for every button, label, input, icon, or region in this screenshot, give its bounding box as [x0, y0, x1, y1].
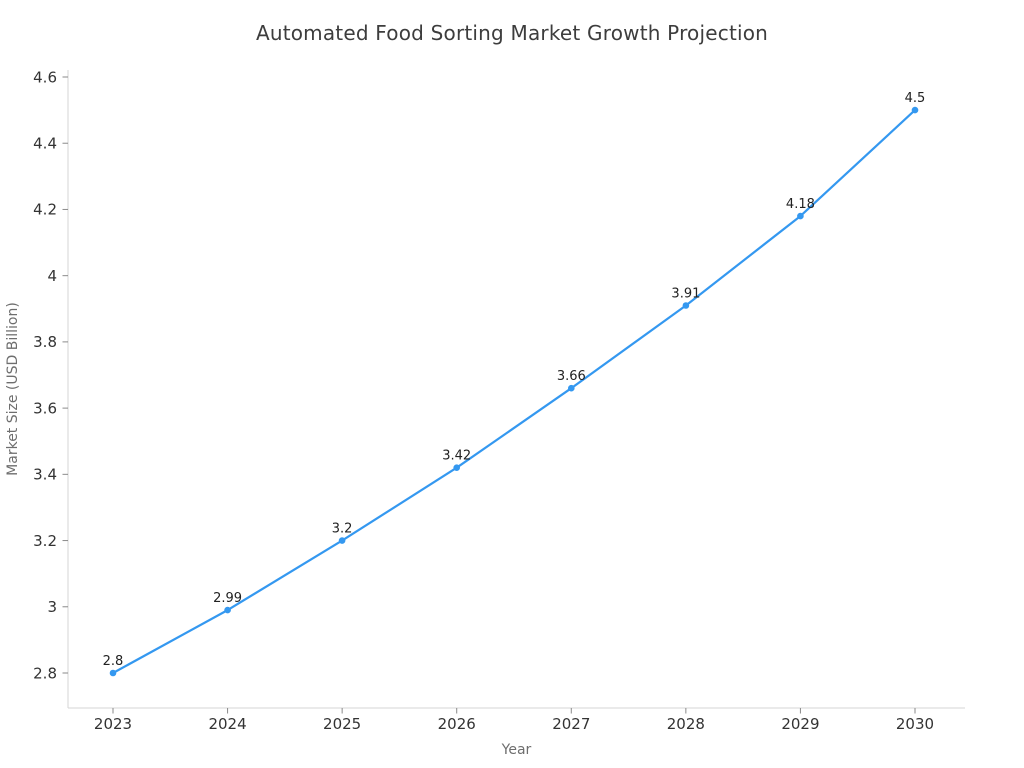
- y-tick-label: 4.4: [33, 134, 57, 152]
- y-tick-label: 4: [47, 267, 57, 285]
- data-point-label: 2.8: [103, 654, 124, 669]
- series-markers: [109, 106, 919, 677]
- x-tick-label: 2023: [94, 715, 132, 733]
- y-tick-label: 3.2: [33, 532, 57, 550]
- y-tick-label: 3: [47, 598, 57, 616]
- x-axis-title: Year: [501, 742, 532, 758]
- data-point-label: 2.99: [213, 591, 242, 606]
- y-tick-label: 3.6: [33, 399, 57, 417]
- y-tick-label: 4.2: [33, 201, 57, 219]
- data-point-marker: [797, 212, 804, 220]
- data-point-marker: [338, 537, 346, 544]
- data-point-marker: [568, 384, 575, 392]
- data-point-label: 4.5: [905, 91, 926, 106]
- data-point-label: 3.91: [671, 287, 700, 302]
- x-tick-label: 2029: [781, 715, 819, 733]
- y-tick-label: 2.8: [33, 664, 57, 682]
- series-line: [111, 109, 917, 675]
- x-tick-label: 2026: [438, 715, 476, 733]
- x-tick-label: 2025: [323, 715, 361, 733]
- data-point-marker: [109, 669, 117, 677]
- data-point-marker: [682, 302, 690, 309]
- y-tick-label: 3.4: [33, 466, 57, 484]
- y-tick-label: 4.6: [33, 68, 57, 86]
- x-tick-label: 2030: [896, 715, 934, 733]
- x-tick-label: 2024: [208, 715, 246, 733]
- x-tick-label: 2027: [552, 715, 590, 733]
- data-point-label: 3.2: [332, 522, 353, 537]
- data-point-label: 4.18: [786, 197, 815, 212]
- y-axis: 2.8 3 3.2 3.4 3.6 3.8 4 4.2 4.4 4.6: [33, 68, 68, 682]
- y-tick-label: 3.8: [33, 333, 57, 351]
- data-point-marker: [224, 606, 231, 614]
- data-point-label: 3.66: [557, 369, 586, 384]
- data-point-marker: [453, 464, 461, 472]
- chart-title: Automated Food Sorting Market Growth Pro…: [255, 21, 769, 45]
- data-point-marker: [911, 106, 919, 114]
- data-point-label: 3.42: [442, 449, 471, 464]
- axes: [67, 70, 965, 709]
- x-tick-label: 2028: [667, 715, 705, 733]
- x-axis: 2023 2024 2025 2026 2027 2028 2029 2030: [94, 708, 934, 733]
- point-labels: 2.8 2.99 3.2 3.42 3.66 3.91 4.18 4.5: [103, 91, 926, 669]
